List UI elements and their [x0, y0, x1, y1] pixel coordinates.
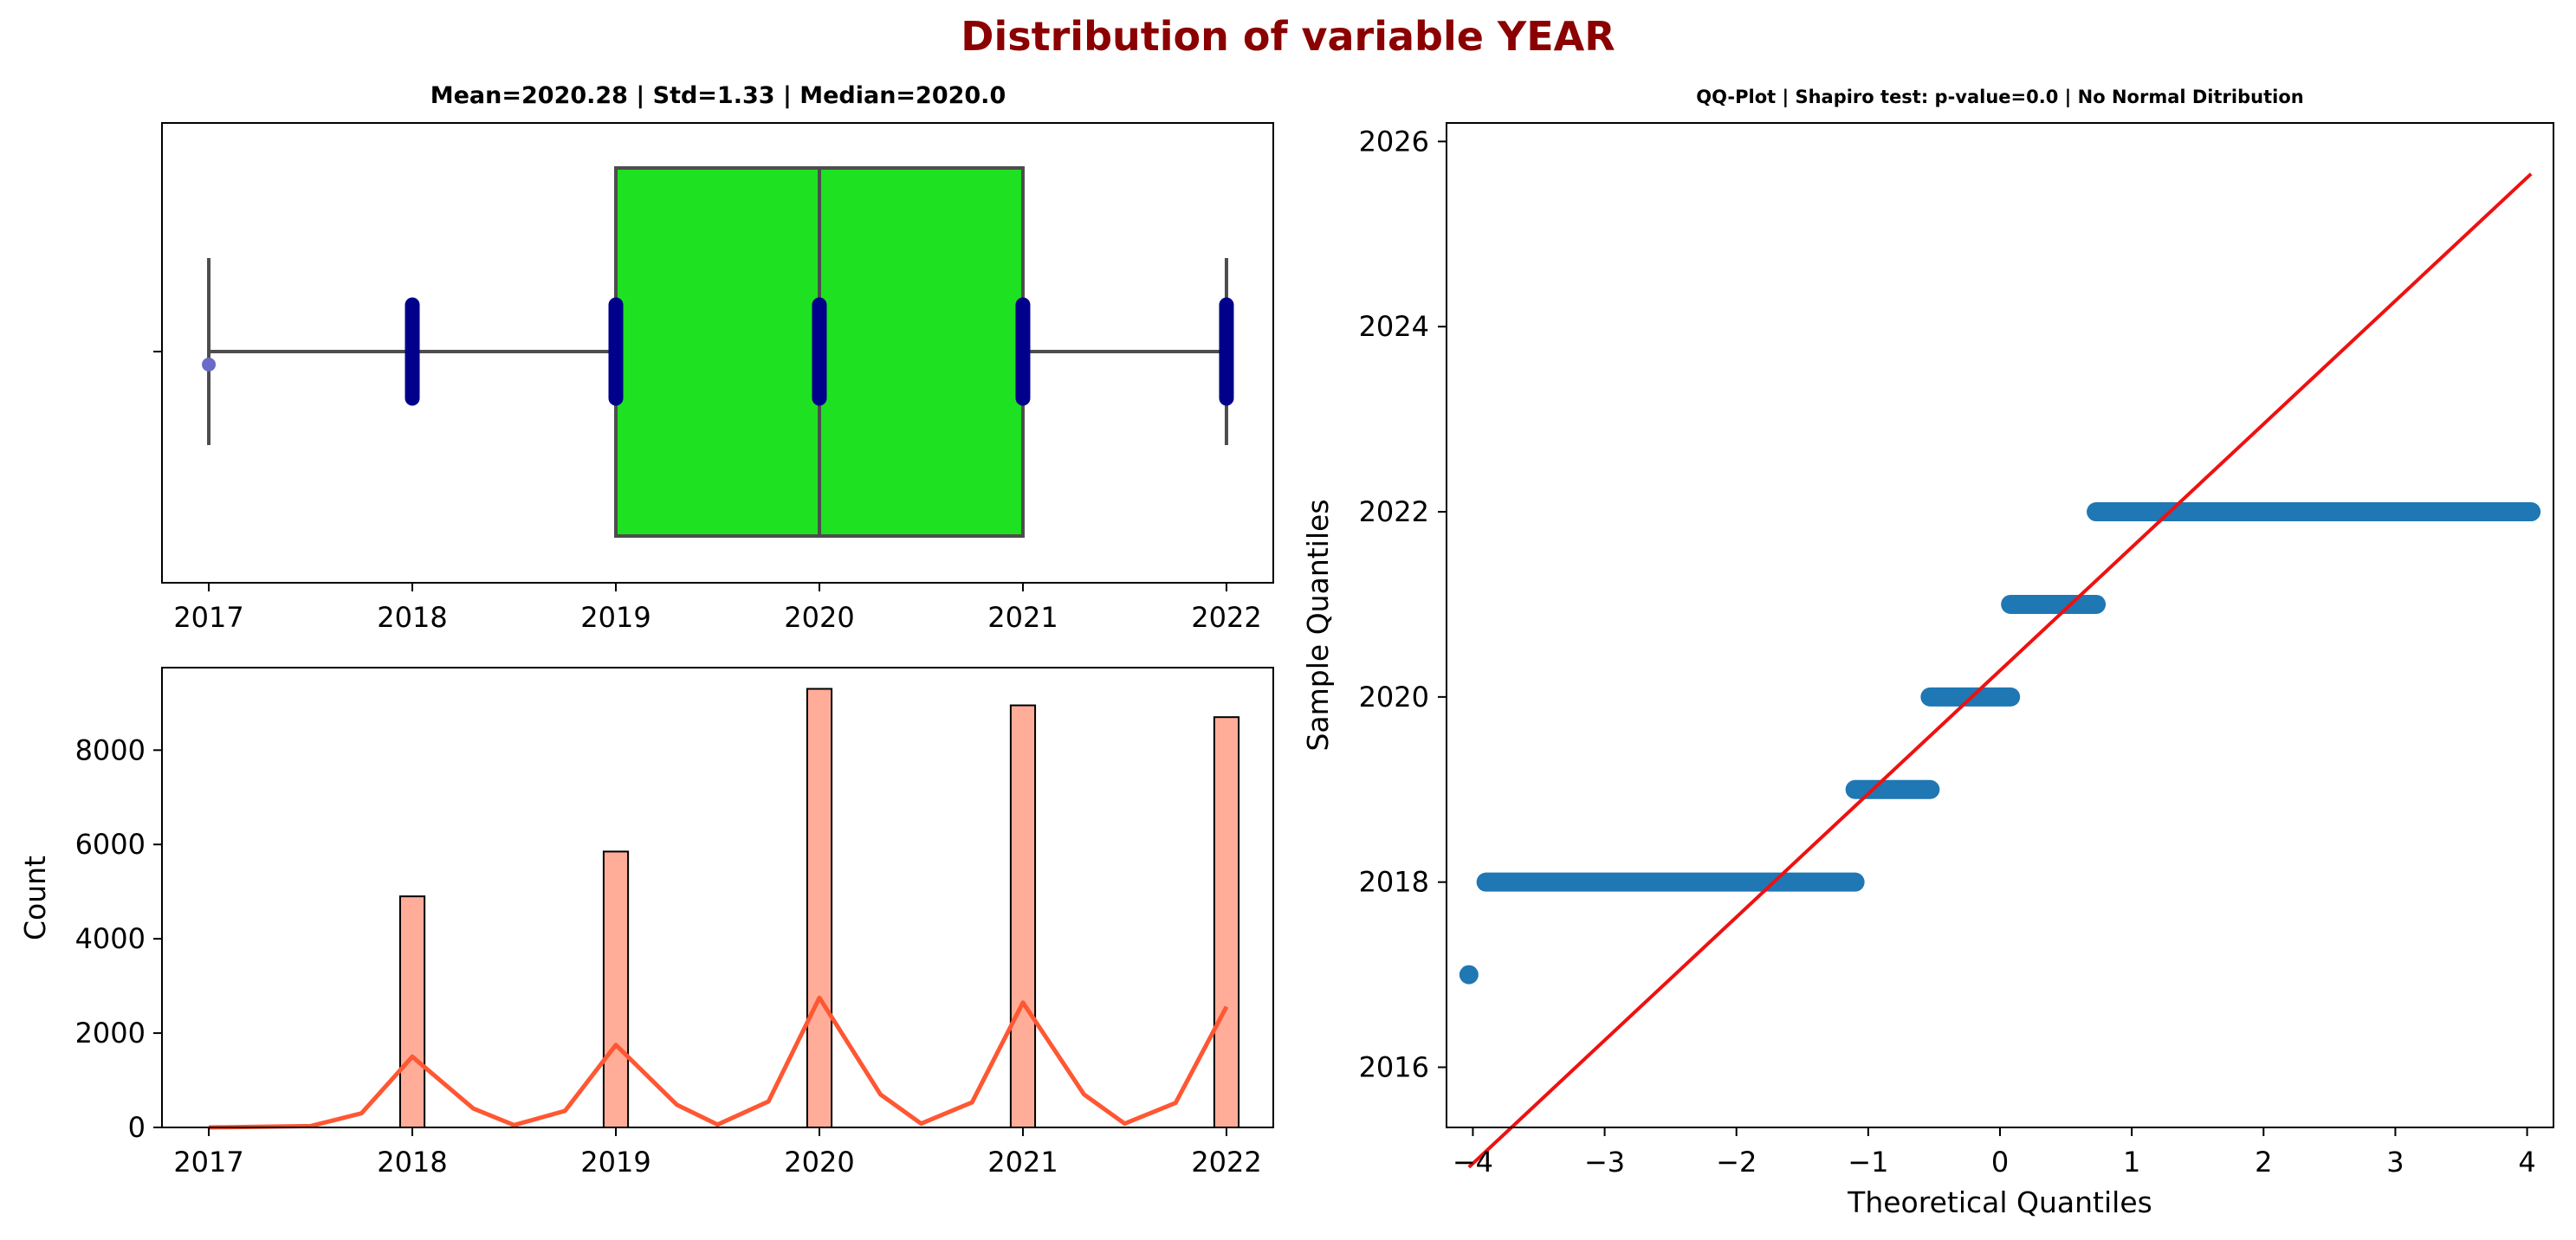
hist-bar-2018: [398, 895, 426, 1128]
qq-point-2017: [1459, 965, 1479, 985]
x-tick-label--2: −2: [1716, 1146, 1757, 1179]
x-tick-label-2022: 2022: [1191, 1146, 1261, 1179]
histogram-y-axis: 0 2000 4000 6000 8000: [75, 733, 162, 1144]
y-tick-label-6000: 6000: [75, 828, 146, 861]
qqplot-x-label: Theoretical Quantiles: [1847, 1185, 2152, 1219]
boxplot-marks: [202, 166, 1234, 538]
hist-bar-2021: [1009, 704, 1037, 1128]
y-tick-label-2024: 2024: [1359, 310, 1429, 343]
y-tick-label-0: 0: [128, 1111, 146, 1144]
qqplot-y-axis: 2016 2018 2020 2022 2024 2026: [1359, 125, 1447, 1084]
y-tick-label-4000: 4000: [75, 922, 146, 955]
x-tick-label-2017: 2017: [173, 1146, 243, 1179]
y-tick-label-2018: 2018: [1359, 866, 1429, 899]
x-tick-label-2019: 2019: [580, 601, 650, 634]
x-tick-label-2018: 2018: [377, 601, 447, 634]
x-tick-label-0: 0: [1991, 1146, 2009, 1179]
outlier-point: [202, 358, 217, 371]
x-tick-label-2018: 2018: [377, 1146, 447, 1179]
x-tick-label-2017: 2017: [173, 601, 243, 634]
y-tick-label-8000: 8000: [75, 733, 146, 766]
x-tick-label--4: −4: [1453, 1146, 1493, 1179]
y-tick-label-2026: 2026: [1359, 125, 1429, 158]
histogram-frame: [161, 667, 1274, 1128]
x-tick-label-2021: 2021: [987, 601, 1058, 634]
qqplot-title: QQ-Plot | Shapiro test: p-value=0.0 | No…: [1696, 87, 2303, 108]
x-tick-label-2021: 2021: [987, 1146, 1058, 1179]
histogram-y-label: Count: [18, 856, 52, 940]
y-tick-label-2022: 2022: [1359, 495, 1429, 528]
kde-curve: [208, 995, 1229, 1130]
hist-bar-2019: [602, 850, 630, 1129]
qqplot-panel: QQ-Plot | Shapiro test: p-value=0.0 | No…: [1301, 87, 2554, 1219]
x-tick-label--3: −3: [1584, 1146, 1625, 1179]
boxplot-frame: [161, 122, 1274, 584]
histogram-panel: 2017 2018 2019 2020 2021 2022 0 2000 4000 6000 80…: [18, 667, 1274, 1179]
qqplot-points: [1459, 502, 2541, 985]
x-tick-label-3: 3: [2386, 1146, 2404, 1179]
y-tick-label-2000: 2000: [75, 1017, 146, 1049]
x-tick-label-2019: 2019: [580, 1146, 650, 1179]
x-tick-label-2022: 2022: [1191, 601, 1261, 634]
x-tick-label-2: 2: [2255, 1146, 2272, 1179]
boxplot-x-axis: 2017 2018 2019 2020 2021 2022: [173, 583, 1262, 634]
boxplot-title: Mean=2020.28 | Std=1.33 | Median=2020.0: [430, 82, 1006, 109]
qqplot-y-label: Sample Quantiles: [1301, 499, 1335, 751]
y-tick-label-2020: 2020: [1359, 681, 1429, 714]
qqplot-fit-line: [1467, 172, 2533, 1169]
x-tick-label-4: 4: [2518, 1146, 2535, 1179]
x-tick-label--1: −1: [1848, 1146, 1888, 1179]
histogram-marks: [398, 688, 1240, 1129]
histogram-x-axis: 2017 2018 2019 2020 2021 2022: [173, 1127, 1262, 1179]
y-tick-label-2016: 2016: [1359, 1051, 1429, 1084]
qqplot-x-axis: −4 −3 −2 −1 0 1 2 3 4: [1453, 1127, 2536, 1179]
x-tick-label-2020: 2020: [784, 601, 854, 634]
hist-bar-2022: [1213, 716, 1240, 1129]
x-tick-label-2020: 2020: [784, 1146, 854, 1179]
hist-bar-2020: [806, 688, 833, 1128]
qqplot-frame: [1446, 122, 2554, 1128]
figure-title: Distribution of variable YEAR: [961, 13, 1615, 60]
boxplot-panel: Mean=2020.28 | Std=1.33 | Median=2020.0 …: [153, 82, 1274, 634]
x-tick-label-1: 1: [2123, 1146, 2140, 1179]
